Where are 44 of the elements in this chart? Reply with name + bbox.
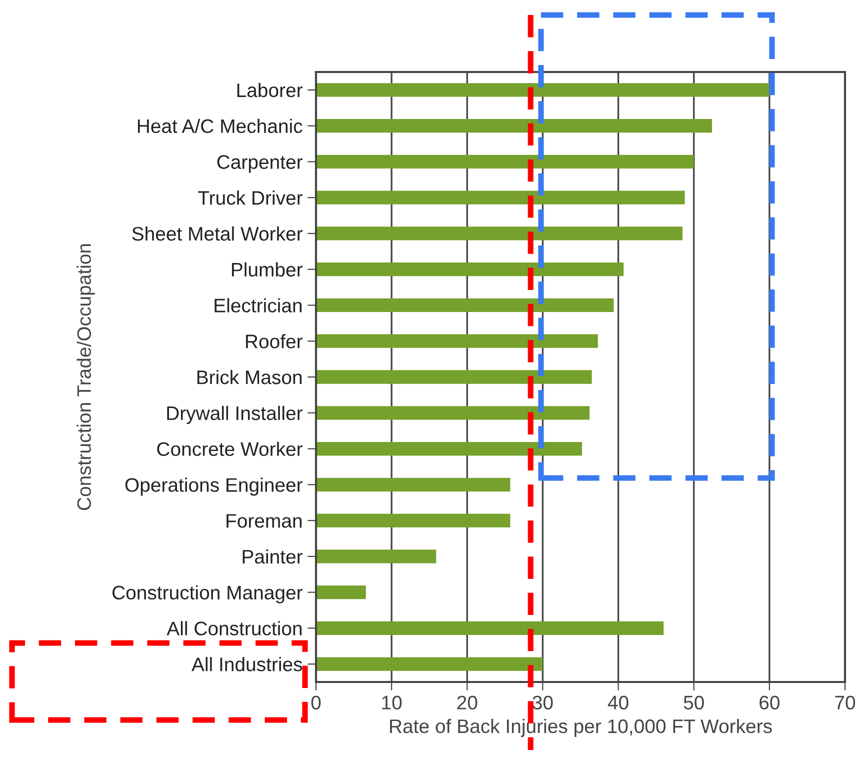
y-tick-label: Foreman [226, 514, 302, 528]
y-tick-label: Sheet Metal Worker [132, 226, 302, 241]
x-tick-label: 0 [311, 696, 321, 710]
y-tick-label: All Industries [192, 657, 302, 672]
y-tick-label: Laborer [237, 82, 302, 98]
bar [316, 442, 582, 456]
y-tick-label: All Construction [166, 621, 302, 636]
x-axis-title: Rate of Back Injuries per 10,000 FT Workers [390, 718, 772, 737]
y-tick-label: Truck Driver [198, 190, 302, 205]
x-tick-label: 50 [684, 696, 704, 710]
bar [316, 585, 366, 600]
y-tick-label: Construction Manager [112, 585, 302, 604]
bar [316, 478, 510, 492]
bar [316, 154, 694, 169]
bar [316, 334, 598, 348]
bar [316, 298, 614, 312]
bar [316, 514, 510, 528]
x-tick-label: 30 [532, 696, 553, 710]
y-tick-label: Brick Mason [197, 370, 302, 384]
y-tick-label: Electrician [214, 298, 302, 312]
y-axis-title: Construction Trade/Occupation [76, 244, 95, 510]
y-tick-label: Carpenter [217, 155, 302, 173]
y-tick-label: Operations Engineer [125, 478, 302, 496]
x-tick-label: 60 [760, 696, 780, 710]
x-tick-label: 20 [457, 696, 478, 710]
y-tick-label: Concrete Worker [157, 442, 302, 456]
bar [316, 406, 590, 420]
bar [316, 550, 436, 564]
bar [316, 226, 683, 240]
y-tick-label: Heat A/C Mechanic [138, 118, 302, 134]
bar [316, 657, 543, 671]
bar [316, 83, 770, 97]
x-tick-label: 40 [608, 696, 628, 710]
bar [316, 190, 685, 204]
x-tick-label: 10 [382, 696, 402, 710]
y-tick-label: Painter [242, 549, 302, 564]
bar [316, 370, 592, 384]
bar [316, 262, 624, 276]
bar [316, 621, 664, 635]
bar [316, 119, 712, 133]
x-tick-label: 70 [835, 696, 856, 710]
y-tick-label: Roofer [246, 334, 302, 348]
y-tick-label: Plumber [232, 262, 302, 277]
y-tick-label: Drywall Installer [167, 406, 302, 424]
